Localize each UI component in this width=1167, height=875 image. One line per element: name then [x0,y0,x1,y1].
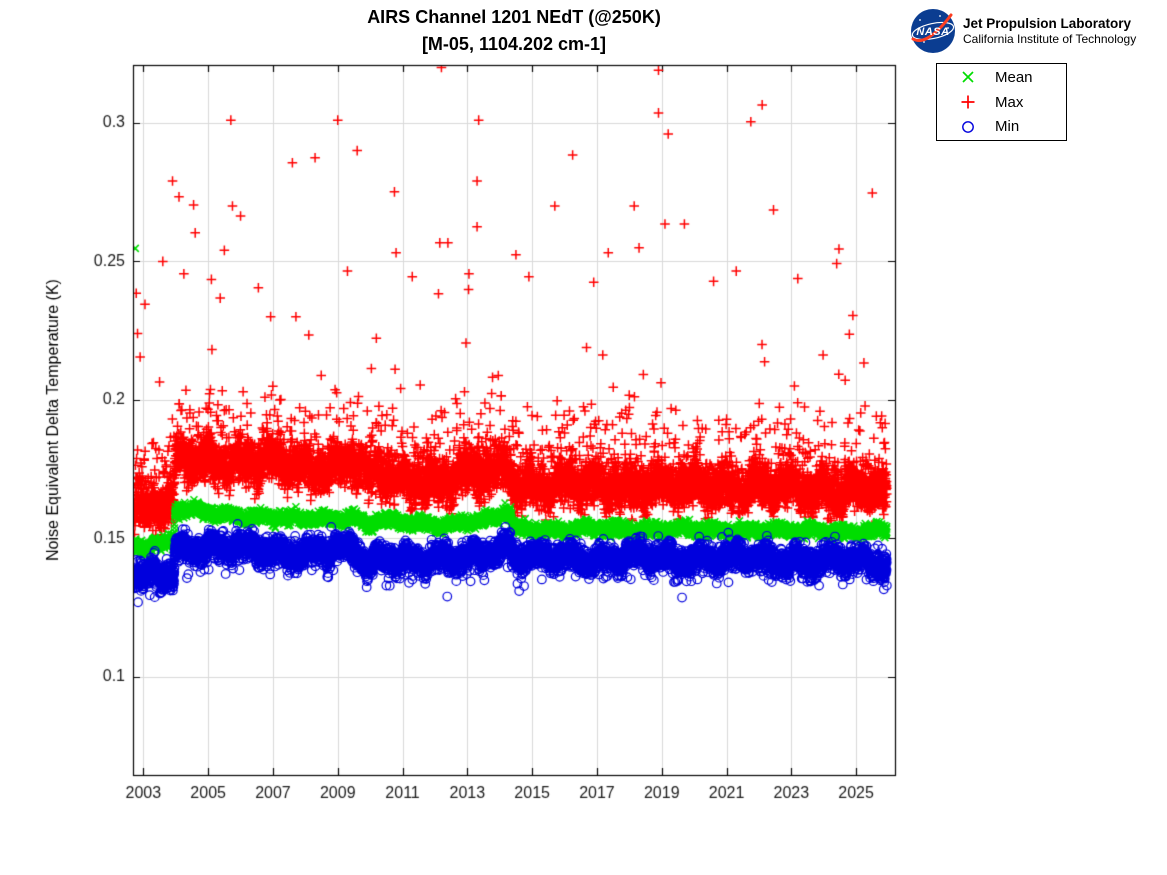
legend-row-mean: Mean [937,66,1066,89]
legend-label-mean: Mean [995,68,1033,86]
chart-title: AIRS Channel 1201 NEdT (@250K) [M-05, 11… [133,4,895,58]
chart-title-line2: [M-05, 1104.202 cm-1] [421,34,607,54]
chart-title-line1: AIRS Channel 1201 NEdT (@250K) [367,7,661,27]
chart-legend: Mean Max Min [936,63,1067,141]
legend-row-max: Max [937,91,1066,114]
legend-label-min: Min [995,118,1020,136]
mean-x-marker-icon [962,71,974,83]
max-plus-marker-icon [961,95,975,109]
min-circle-marker-icon [962,120,974,133]
legend-label-max: Max [995,93,1024,111]
org-subtitle: California Institute of Technology [963,32,1137,46]
jpl-branding: NASA Jet Propulsion Laboratory Californi… [910,6,1165,56]
legend-row-min: Min [937,115,1066,138]
branding-text: Jet Propulsion Laboratory California Ins… [963,15,1136,47]
nasa-logo-text: NASA [916,26,949,38]
org-name: Jet Propulsion Laboratory [963,16,1132,31]
nasa-logo-icon: NASA [911,9,955,53]
